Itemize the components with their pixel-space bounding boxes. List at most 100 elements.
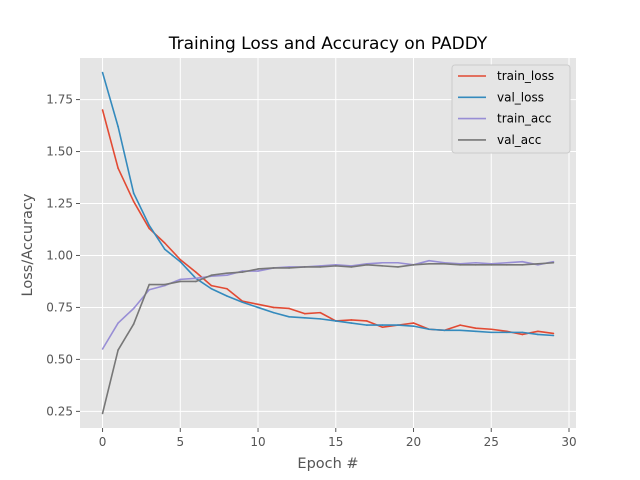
data-point-val-acc xyxy=(366,264,368,266)
x-tick-label: 5 xyxy=(176,435,184,449)
data-point-train-loss xyxy=(366,320,368,322)
data-point-val-acc xyxy=(303,266,306,268)
data-point-val-acc xyxy=(443,262,446,265)
data-point-val-acc xyxy=(397,266,399,268)
data-point-val-loss xyxy=(319,318,322,320)
data-point-val-acc xyxy=(319,266,322,268)
data-point-val-acc xyxy=(334,265,337,267)
data-point-train-acc xyxy=(226,274,228,277)
data-point-train-loss xyxy=(537,330,539,333)
data-point-val-loss xyxy=(552,334,555,337)
data-point-val-acc xyxy=(163,283,166,286)
data-point-train-loss xyxy=(319,311,322,314)
series-line-val-loss xyxy=(101,72,554,337)
x-tick-label: 25 xyxy=(484,435,499,449)
data-point-val-loss xyxy=(350,322,353,324)
data-point-val-acc xyxy=(226,272,228,274)
data-point-val-acc xyxy=(552,261,555,264)
data-point-train-loss xyxy=(132,200,135,203)
data-point-val-loss xyxy=(179,260,182,263)
legend-label: val_acc xyxy=(497,133,541,147)
data-point-train-loss xyxy=(179,258,182,261)
data-point-val-acc xyxy=(117,349,119,351)
data-point-val-acc xyxy=(257,268,259,270)
y-tick-label: 0.75 xyxy=(46,300,73,314)
data-point-train-loss xyxy=(288,307,290,310)
y-axis-ticks: 0.25 0.50 0.75 1.00 1.25 1.50 1.75 xyxy=(46,93,80,418)
data-point-train-loss xyxy=(101,109,104,111)
data-point-train-acc xyxy=(195,277,197,280)
data-point-train-loss xyxy=(226,287,228,290)
data-point-val-acc xyxy=(350,266,353,268)
y-tick-label: 0.50 xyxy=(46,352,73,366)
data-point-val-acc xyxy=(428,262,430,265)
series-lines xyxy=(101,71,555,415)
data-point-train-loss xyxy=(257,303,259,306)
data-point-val-acc xyxy=(537,262,539,265)
data-point-val-acc xyxy=(272,267,275,269)
y-tick-label: 1.75 xyxy=(46,93,73,107)
data-point-val-loss xyxy=(459,329,461,332)
chart-title: Training Loss and Accuracy on PADDY xyxy=(168,34,488,54)
x-tick-label: 15 xyxy=(328,435,343,449)
legend: train_loss val_loss train_acc val_acc xyxy=(451,64,571,154)
data-point-train-acc xyxy=(428,259,430,262)
data-point-val-loss xyxy=(537,333,539,336)
data-point-val-loss xyxy=(490,331,493,334)
data-point-val-loss xyxy=(257,306,259,309)
data-point-train-loss xyxy=(350,319,353,321)
data-point-train-acc xyxy=(132,307,135,310)
y-tick-label: 1.00 xyxy=(46,248,73,262)
data-point-train-loss xyxy=(459,324,461,326)
legend-label: train_acc xyxy=(497,112,551,126)
data-point-train-loss xyxy=(303,312,306,315)
legend-label: train_loss xyxy=(497,69,554,83)
data-point-val-loss xyxy=(226,295,228,297)
legend-box xyxy=(451,64,571,154)
data-point-train-loss xyxy=(490,328,493,331)
y-tick-label: 1.50 xyxy=(46,145,73,159)
data-point-val-loss xyxy=(210,287,213,290)
data-point-val-acc xyxy=(288,267,290,269)
x-tick-label: 10 xyxy=(250,435,265,449)
data-point-train-loss xyxy=(117,167,119,169)
x-axis-ticks: 0 5 10 15 20 25 30 xyxy=(99,428,577,449)
data-point-val-acc xyxy=(506,264,508,266)
series-line-train-acc xyxy=(101,259,554,350)
data-point-val-loss xyxy=(148,224,150,227)
data-point-val-acc xyxy=(195,280,197,283)
series-line-val-acc xyxy=(101,261,554,414)
data-point-val-acc xyxy=(459,264,461,266)
data-point-val-acc xyxy=(179,280,182,283)
series-line-train-loss xyxy=(101,109,554,336)
data-point-train-loss xyxy=(552,332,555,335)
data-point-val-loss xyxy=(272,311,275,314)
data-point-val-loss xyxy=(397,324,399,326)
data-point-val-loss xyxy=(506,331,508,334)
data-point-val-loss xyxy=(241,301,244,304)
x-tick-label: 20 xyxy=(406,435,421,449)
legend-label: val_loss xyxy=(497,90,544,104)
data-point-val-acc xyxy=(490,264,493,266)
y-axis-label: Loss/Accuracy xyxy=(20,193,36,296)
data-point-train-loss xyxy=(412,322,415,324)
data-point-train-acc xyxy=(474,261,477,264)
data-point-val-loss xyxy=(101,71,104,74)
data-point-train-loss xyxy=(474,327,477,330)
y-tick-label: 0.25 xyxy=(46,404,73,418)
data-point-train-acc xyxy=(397,261,399,264)
x-axis-label: Epoch # xyxy=(297,456,358,472)
data-point-val-loss xyxy=(412,325,415,327)
data-point-train-acc xyxy=(101,348,104,350)
data-point-val-loss xyxy=(381,324,384,326)
data-point-train-loss xyxy=(272,306,275,309)
data-point-train-loss xyxy=(381,326,384,328)
data-point-train-acc xyxy=(381,261,384,264)
data-point-val-loss xyxy=(163,248,166,251)
data-point-train-acc xyxy=(257,270,259,272)
data-point-val-loss xyxy=(366,324,368,326)
data-point-val-loss xyxy=(334,320,337,322)
data-point-train-loss xyxy=(210,284,213,287)
data-point-val-acc xyxy=(241,271,244,273)
